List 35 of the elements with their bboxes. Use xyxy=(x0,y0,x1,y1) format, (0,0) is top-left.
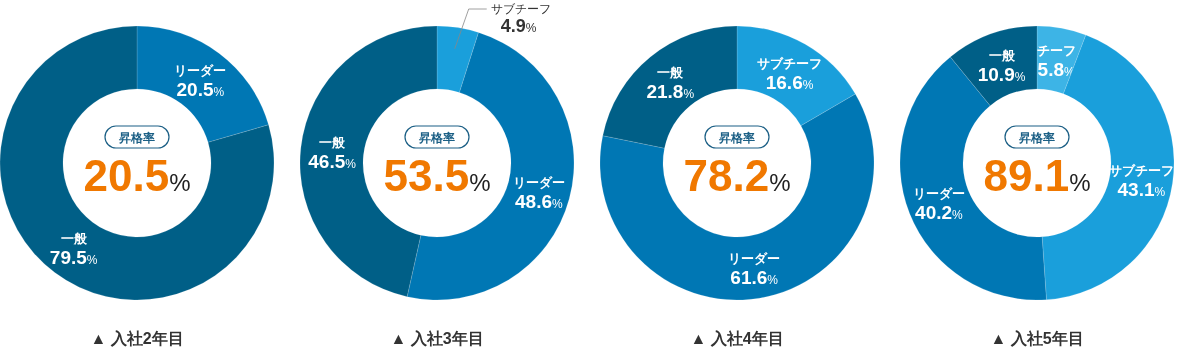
data-label: 43.1% xyxy=(1117,178,1166,200)
text: 昇格率 xyxy=(118,131,155,145)
data-label: 16.6% xyxy=(765,71,814,93)
data-label: 20.5% xyxy=(176,78,225,100)
slice-label: チーフ xyxy=(1036,43,1076,59)
slice-label: リーダー xyxy=(512,174,565,190)
data-label: 61.6% xyxy=(730,267,779,289)
data-label: 21.8% xyxy=(646,81,695,103)
text: ▲ 入社5年目 xyxy=(990,330,1084,347)
text: 昇格率 xyxy=(1018,131,1055,145)
slice-label: サブチーフ xyxy=(490,2,551,16)
slice-label: 一般 xyxy=(319,135,347,151)
data-label: 79.5% xyxy=(49,247,98,269)
text: 89.1% xyxy=(983,151,1091,200)
data-label: 46.5% xyxy=(308,151,357,173)
slice-label: 一般 xyxy=(988,47,1016,63)
data-label: 40.2% xyxy=(915,201,964,223)
text: ▲ 入社2年目 xyxy=(90,330,184,347)
slice-label: サブチーフ xyxy=(1108,162,1174,178)
slice-label: リーダー xyxy=(728,251,781,267)
data-label: 48.6% xyxy=(515,190,563,212)
text: 53.5% xyxy=(383,151,491,200)
data-label: 10.9% xyxy=(977,63,1026,85)
slice-label: 一般 xyxy=(657,65,685,81)
slice-label: サブチーフ xyxy=(757,55,823,71)
slice-label: 一般 xyxy=(60,231,88,247)
text: 昇格率 xyxy=(418,131,455,145)
text: 昇格率 xyxy=(718,131,755,145)
data-label: 4.9% xyxy=(500,16,537,36)
text: ▲ 入社3年目 xyxy=(390,330,484,347)
text: 20.5% xyxy=(83,151,191,200)
slice-label: リーダー xyxy=(912,185,965,201)
text: ▲ 入社4年目 xyxy=(690,330,784,347)
slice-label: リーダー xyxy=(174,62,227,78)
text: 78.2% xyxy=(683,151,791,200)
